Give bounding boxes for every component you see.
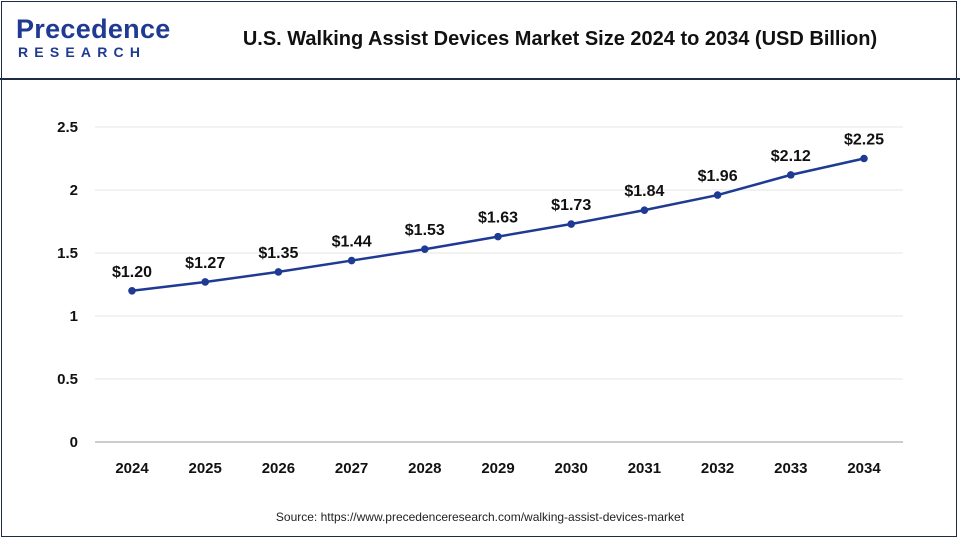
data-point: [128, 287, 136, 295]
chart-title: U.S. Walking Assist Devices Market Size …: [242, 28, 878, 50]
data-point: [713, 191, 722, 199]
x-tick-label: 2024: [115, 460, 149, 477]
data-label: $1.84: [624, 183, 664, 200]
data-point: [787, 171, 795, 179]
data-label: $1.96: [698, 168, 738, 185]
data-point: [421, 245, 429, 254]
line-chart: 0 0.5 1 1.5 2 2.5 2024 2025 2026 2027 2028 2029 2030…: [57, 119, 903, 477]
logo-wordmark-top: Precedence: [16, 14, 171, 44]
y-tick-label: 1: [70, 308, 78, 325]
y-tick-label: 1.5: [57, 245, 78, 262]
data-point: [494, 232, 502, 241]
data-label: $2.12: [771, 148, 811, 165]
data-label: $1.63: [478, 210, 518, 227]
data-label: $2.25: [844, 132, 884, 149]
data-label: $1.44: [332, 234, 372, 251]
x-tick-label: 2025: [189, 460, 222, 477]
y-tick-label: 0.5: [57, 371, 78, 388]
data-point: [640, 206, 649, 214]
x-tick-label: 2034: [847, 460, 881, 477]
header: Precedence RESEARCH U.S. Walking Assist …: [0, 0, 960, 80]
x-tick-label: 2033: [774, 460, 807, 477]
source-note: Source: https://www.precedenceresearch.c…: [275, 510, 685, 524]
x-tick-label: 2026: [262, 460, 295, 477]
data-label: $1.73: [551, 197, 591, 214]
data-point: [201, 278, 209, 286]
x-tick-label: 2029: [481, 460, 514, 477]
data-label: $1.27: [185, 255, 225, 272]
data-point: [347, 256, 356, 265]
data-label: $1.35: [258, 245, 298, 262]
x-tick-label: 2032: [701, 460, 734, 477]
y-tick-label: 2.5: [57, 119, 78, 136]
data-point: [567, 220, 575, 228]
x-tick-label: 2030: [555, 460, 588, 477]
x-tick-label: 2031: [628, 460, 661, 477]
data-label: $1.20: [112, 264, 152, 281]
y-tick-label: 0: [70, 434, 78, 451]
precedence-research-logo: Precedence RESEARCH: [16, 14, 170, 64]
logo-wordmark-bottom: RESEARCH: [18, 44, 147, 60]
data-point: [274, 268, 283, 276]
x-tick-label: 2028: [408, 460, 441, 477]
data-label: $1.53: [405, 222, 445, 239]
data-point: [860, 154, 868, 163]
x-tick-label: 2027: [335, 460, 368, 477]
y-tick-label: 2: [70, 182, 78, 199]
